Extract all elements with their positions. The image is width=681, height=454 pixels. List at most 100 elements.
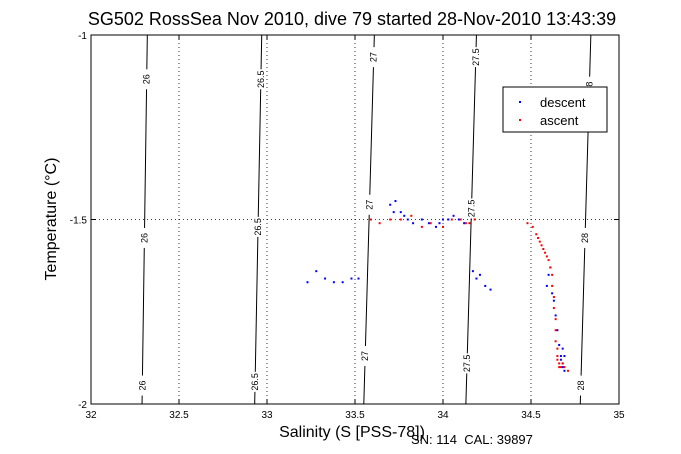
data-point-ascent bbox=[526, 222, 529, 225]
density-contour-line bbox=[141, 34, 148, 405]
data-point-descent bbox=[403, 214, 406, 217]
data-point-ascent bbox=[399, 218, 402, 221]
contour-label: 27 bbox=[360, 351, 370, 361]
data-point-descent bbox=[463, 222, 466, 225]
data-point-ascent bbox=[559, 366, 562, 369]
data-point-descent bbox=[563, 355, 566, 358]
x-axis-label: Salinity (S [PSS-78]) bbox=[279, 424, 425, 441]
x-tick-label: 32.5 bbox=[169, 410, 189, 421]
density-contours: 26 26 26 26.5 26.5 26.5 27 27 27 27.5 27.5 27.5 28 28… bbox=[137, 34, 595, 405]
contour-label: 26.5 bbox=[250, 373, 260, 391]
data-point-descent bbox=[478, 273, 481, 276]
data-point-descent bbox=[412, 222, 415, 225]
data-point-descent bbox=[556, 329, 559, 332]
data-point-descent bbox=[341, 281, 344, 284]
data-point-descent bbox=[399, 211, 402, 214]
data-point-descent bbox=[558, 343, 561, 346]
data-point-descent bbox=[442, 218, 444, 221]
data-point-ascent bbox=[558, 366, 561, 369]
data-point-ascent bbox=[535, 233, 538, 236]
data-point-descent bbox=[315, 270, 318, 273]
data-point-descent bbox=[350, 277, 353, 280]
data-point-descent bbox=[427, 222, 430, 225]
data-point-descent bbox=[561, 347, 564, 350]
data-point-ascent bbox=[556, 358, 559, 361]
contour-label: 28 bbox=[576, 381, 586, 391]
contour-label: 28 bbox=[580, 233, 590, 243]
data-point-ascent bbox=[542, 248, 545, 251]
data-point-ascent bbox=[468, 222, 471, 225]
data-point-ascent bbox=[551, 284, 554, 287]
legend-label-descent: descent bbox=[540, 95, 586, 110]
data-point-descent bbox=[447, 218, 450, 221]
data-point-descent bbox=[389, 203, 392, 206]
contour-label: 27.5 bbox=[466, 200, 476, 218]
data-point-ascent bbox=[556, 347, 559, 350]
data-point-ascent bbox=[369, 218, 372, 221]
data-point-descent bbox=[324, 277, 327, 280]
axis-ticks: 32 32.5 33 33.5 34 34.5 35 -2 -1.5 -1 bbox=[70, 31, 625, 421]
data-point-ascent bbox=[554, 318, 557, 321]
density-contour-line bbox=[465, 34, 477, 405]
data-point-ascent bbox=[450, 218, 453, 221]
contour-label-gap bbox=[462, 353, 473, 374]
data-point-descent bbox=[438, 222, 441, 225]
data-point-descent bbox=[420, 218, 423, 221]
data-point-ascent bbox=[552, 307, 555, 310]
contour-label: 26 bbox=[137, 381, 147, 391]
contour-label-gap bbox=[364, 194, 375, 215]
x-tick-label: 34.5 bbox=[521, 410, 541, 421]
data-point-ascent bbox=[459, 218, 462, 221]
data-point-ascent bbox=[420, 225, 423, 228]
y-tick-label: -2 bbox=[78, 400, 87, 411]
data-point-descent bbox=[392, 211, 395, 214]
contour-label-gap bbox=[250, 371, 261, 392]
density-contour-line bbox=[363, 34, 375, 405]
y-axis-label: Temperature (°C) bbox=[43, 158, 60, 281]
data-point-descent bbox=[489, 288, 492, 291]
data-point-descent bbox=[434, 225, 437, 228]
data-point-descent bbox=[554, 314, 557, 317]
data-point-ascent bbox=[558, 362, 561, 365]
contour-label: 27 bbox=[365, 200, 375, 210]
data-point-ascent bbox=[566, 369, 569, 372]
x-tick-label: 34 bbox=[437, 410, 449, 421]
data-point-descent bbox=[563, 369, 566, 372]
legend-box bbox=[502, 86, 608, 133]
data-point-descent bbox=[551, 292, 554, 295]
x-tick-label: 33.5 bbox=[345, 410, 365, 421]
data-point-descent bbox=[332, 281, 335, 284]
contour-label-gap bbox=[470, 47, 481, 68]
data-point-ascent bbox=[540, 244, 543, 247]
data-point-descent bbox=[559, 358, 562, 361]
data-point-ascent bbox=[537, 236, 540, 239]
contour-label: 26.5 bbox=[253, 218, 263, 236]
legend-marker-descent bbox=[519, 101, 521, 103]
contour-label-gap bbox=[575, 375, 586, 396]
legend-marker-ascent bbox=[519, 119, 521, 121]
data-point-ascent bbox=[544, 251, 547, 254]
data-point-ascent bbox=[410, 214, 413, 217]
contour-label-gap bbox=[580, 227, 591, 248]
data-point-ascent bbox=[563, 366, 566, 369]
contour-label-gap bbox=[253, 216, 264, 237]
data-points bbox=[306, 200, 569, 372]
data-point-descent bbox=[484, 284, 487, 287]
contour-label: 26 bbox=[142, 74, 152, 84]
data-point-descent bbox=[561, 366, 564, 369]
contour-label-gap bbox=[255, 69, 266, 90]
data-point-descent bbox=[545, 284, 548, 287]
data-point-ascent bbox=[473, 218, 476, 221]
legend-label-ascent: ascent bbox=[540, 113, 579, 128]
data-point-ascent bbox=[538, 240, 541, 243]
data-point-ascent bbox=[389, 218, 392, 221]
contour-label: 27 bbox=[369, 52, 379, 62]
contour-label-gap bbox=[137, 375, 148, 396]
contour-label-gap bbox=[466, 198, 477, 219]
x-tick-label: 35 bbox=[613, 410, 625, 421]
data-point-descent bbox=[552, 299, 555, 302]
contour-label-gap bbox=[360, 346, 371, 367]
y-tick-label: -1.5 bbox=[70, 216, 88, 227]
contour-label: 26.5 bbox=[256, 71, 266, 89]
